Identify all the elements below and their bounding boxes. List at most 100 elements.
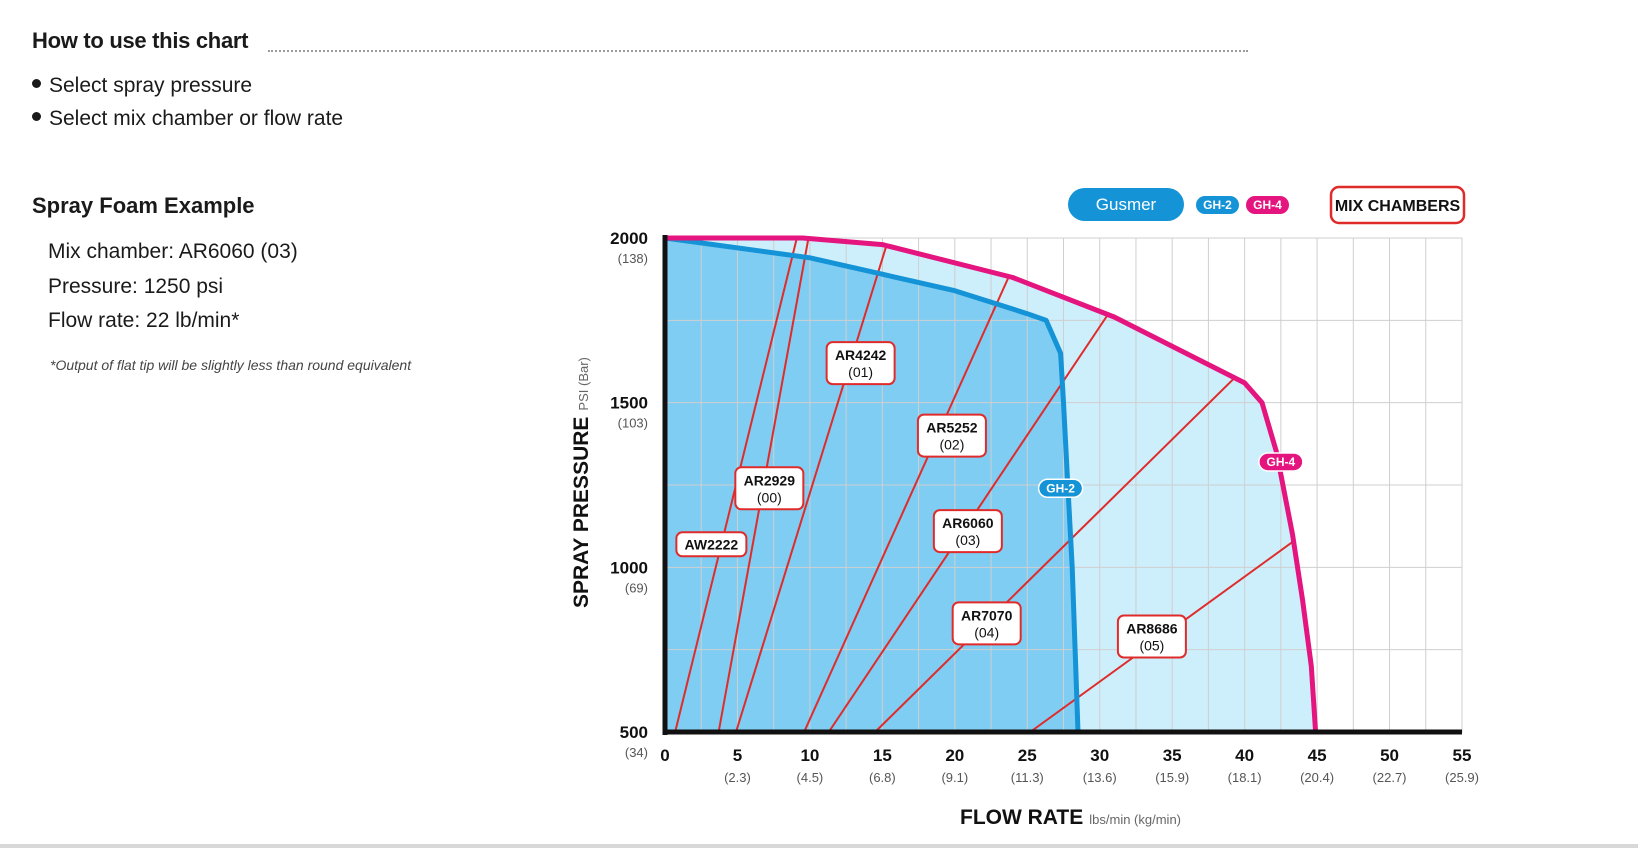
curve-label-pill <box>1258 452 1304 472</box>
x-tick-sublabel: (15.9) <box>1155 770 1189 785</box>
chamber-label: AW2222 <box>675 531 748 558</box>
x-tick-sublabel: (9.1) <box>941 770 968 785</box>
legend-brand-pill <box>1068 188 1184 221</box>
chamber-label: AR2929(00) <box>734 466 805 511</box>
instruction-text: Select spray pressure <box>49 74 253 97</box>
x-tick-sublabel: (25.9) <box>1445 770 1479 785</box>
x-tick-label: 5 <box>733 746 742 765</box>
chamber-label-box <box>734 466 805 511</box>
instruction-item: Select spray pressure <box>32 74 252 98</box>
example-flow-rate: Flow rate: 22 lb/min* <box>48 309 240 332</box>
x-tick-sublabel: (22.7) <box>1373 770 1407 785</box>
x-tick-label: 0 <box>660 746 669 765</box>
curve-label-text: GH-2 <box>1046 481 1075 495</box>
chamber-line <box>735 244 888 732</box>
curve-label-gh-2: GH-2 <box>1037 478 1084 499</box>
chamber-line <box>803 277 1010 732</box>
bottom-border <box>0 844 1638 848</box>
chamber-label-box <box>825 341 896 386</box>
y-tick-sublabel: (69) <box>625 580 648 595</box>
x-tick-sublabel: (18.1) <box>1228 770 1262 785</box>
x-tick-sublabel: (2.3) <box>724 770 751 785</box>
y-tick-sublabel: (138) <box>618 251 648 266</box>
chamber-line <box>874 377 1236 732</box>
chamber-label-box <box>932 509 1003 554</box>
bullet-icon <box>32 79 41 88</box>
x-tick-sublabel: (4.5) <box>797 770 824 785</box>
y-axis-title: SPRAY PRESSURE PSI (Bar) <box>570 357 593 608</box>
x-tick-label: 35 <box>1163 746 1182 765</box>
x-tick-label: 50 <box>1380 746 1399 765</box>
instruction-text: Select mix chamber or flow rate <box>49 107 344 130</box>
y-tick-label: 1500 <box>610 394 648 413</box>
chamber-label-code: (00) <box>757 489 782 505</box>
legend-gh4-pill <box>1246 196 1289 214</box>
y-axis-title-main: SPRAY PRESSURE <box>570 417 593 608</box>
x-tick-label: 15 <box>873 746 892 765</box>
chamber-label: AR4242(01) <box>825 341 896 386</box>
chamber-label-name: AR4242 <box>835 347 887 363</box>
chamber-label-box <box>951 601 1022 646</box>
legend-gh4-label: GH-4 <box>1253 198 1282 212</box>
chamber-label-box <box>1116 614 1187 659</box>
legend-mix-chambers-box <box>1329 185 1466 225</box>
chamber-label-box <box>675 531 748 558</box>
chamber-label-name: AR2929 <box>744 472 796 488</box>
chart-legend: Gusmer GH-2 GH-4 MIX CHAMBERS <box>1068 185 1466 225</box>
curve-label-pill <box>1037 478 1084 499</box>
chamber-label-code: (03) <box>955 532 980 548</box>
chamber-label-box <box>916 413 987 458</box>
x-tick-sublabel: (6.8) <box>869 770 896 785</box>
y-tick-sublabel: (103) <box>618 416 648 431</box>
curve-label-gh-4: GH-4 <box>1258 452 1304 472</box>
x-axis-title-units: lbs/min (kg/min) <box>1089 812 1181 827</box>
chamber-label-code: (02) <box>939 437 964 453</box>
x-tick-sublabel: (20.4) <box>1300 770 1334 785</box>
y-tick-label: 2000 <box>610 229 648 248</box>
legend-mix-chambers-label: MIX CHAMBERS <box>1335 198 1461 215</box>
x-tick-sublabel: (13.6) <box>1083 770 1117 785</box>
curve-label-text: GH-4 <box>1267 455 1296 469</box>
legend-gh2-label: GH-2 <box>1203 198 1232 212</box>
bullet-icon <box>32 112 41 121</box>
y-tick-label: 1000 <box>610 558 648 577</box>
x-axis-title-main: FLOW RATE <box>960 806 1083 829</box>
footnote: *Output of flat tip will be slightly les… <box>50 357 412 373</box>
dotted-divider <box>268 50 1248 52</box>
chamber-label-code: (04) <box>974 624 999 640</box>
instruction-item: Select mix chamber or flow rate <box>32 107 343 131</box>
y-tick-label: 500 <box>620 723 648 742</box>
x-tick-label: 55 <box>1453 746 1472 765</box>
curve-gh-2 <box>662 235 1081 735</box>
chamber-label: AR5252(02) <box>916 413 987 458</box>
x-tick-label: 25 <box>1018 746 1037 765</box>
chamber-label-code: (05) <box>1139 637 1164 653</box>
x-tick-sublabel: (11.3) <box>1011 770 1044 785</box>
x-axis-title: FLOW RATE lbs/min (kg/min) <box>960 806 1181 829</box>
chamber-label: AR8686(05) <box>1116 614 1187 659</box>
y-axis-title-units: PSI (Bar) <box>576 357 591 410</box>
legend-gh2-pill <box>1196 196 1239 214</box>
chamber-label-name: AW2222 <box>685 536 739 552</box>
x-tick-label: 45 <box>1308 746 1327 765</box>
example-title: Spray Foam Example <box>32 193 255 218</box>
chamber-label-name: AR5252 <box>926 420 978 436</box>
chamber-label-name: AR8686 <box>1126 620 1178 636</box>
example-mix-chamber: Mix chamber: AR6060 (03) <box>48 240 298 263</box>
curve-gh-4 <box>662 235 1319 735</box>
chamber-label: AR6060(03) <box>932 509 1003 554</box>
chamber-label: AR7070(04) <box>951 601 1022 646</box>
x-tick-label: 10 <box>800 746 819 765</box>
legend-brand-label: Gusmer <box>1096 195 1157 214</box>
y-tick-sublabel: (34) <box>625 745 648 760</box>
x-tick-label: 30 <box>1090 746 1109 765</box>
chamber-lines <box>674 237 1295 732</box>
chamber-label-code: (01) <box>848 364 873 380</box>
chamber-label-name: AR6060 <box>942 515 994 531</box>
example-pressure: Pressure: 1250 psi <box>48 275 224 298</box>
x-tick-label: 40 <box>1235 746 1254 765</box>
chamber-label-name: AR7070 <box>961 607 1013 623</box>
x-tick-label: 20 <box>945 746 964 765</box>
section-title: How to use this chart <box>32 28 249 53</box>
